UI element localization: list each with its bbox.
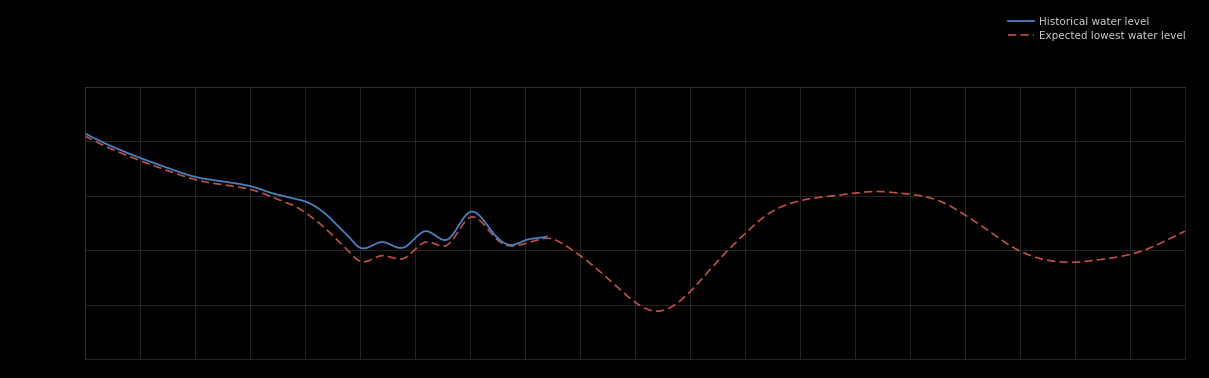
Legend: Historical water level, Expected lowest water level: Historical water level, Expected lowest … <box>1007 17 1186 41</box>
